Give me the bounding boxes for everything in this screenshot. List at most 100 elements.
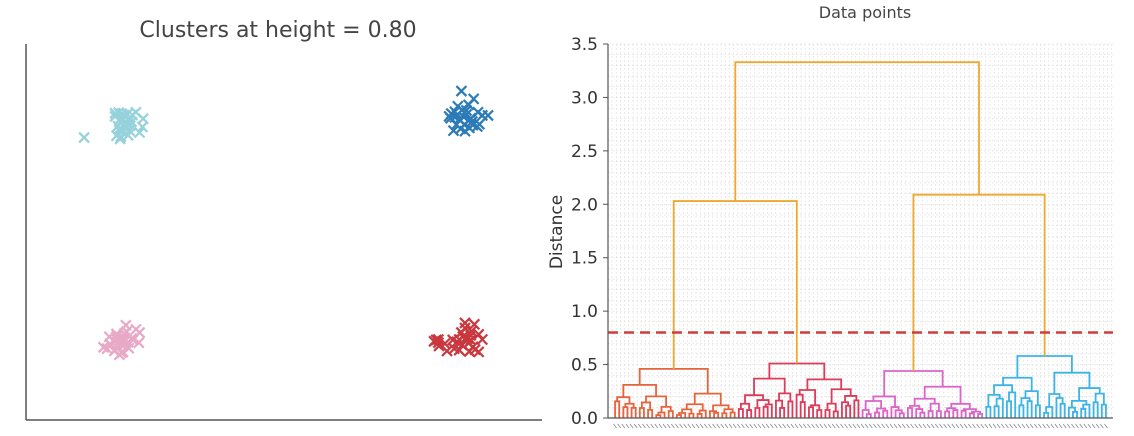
- scatter-point: [120, 117, 133, 129]
- scatter-point: [460, 104, 473, 117]
- leaf-label: [670, 423, 675, 429]
- leaf-label: [1054, 423, 1059, 429]
- leaf-label: [757, 423, 762, 429]
- leaf-label: [749, 423, 754, 429]
- leaf-label: [848, 423, 853, 429]
- leaf-label: [732, 423, 737, 429]
- y-tick-label: 1.0: [571, 302, 598, 322]
- dendrogram-link: [816, 409, 823, 418]
- dendrogram-link: [709, 410, 718, 418]
- leaf-label: [769, 423, 774, 429]
- scatter-point: [101, 342, 113, 355]
- dendrogram-link: [987, 393, 1001, 407]
- dendrogram-link: [744, 394, 764, 404]
- leaf-label: [708, 423, 712, 429]
- scatter-point: [137, 112, 149, 125]
- leaf-label: [1017, 423, 1022, 429]
- dendrogram-link: [841, 401, 850, 418]
- dendrogram-link: [647, 409, 654, 418]
- scatter-point: [133, 336, 145, 349]
- scatter-point: [78, 131, 90, 144]
- dendrogram-y-ticks: 0.0 0.5 1.0 1.5 2.0 2.5 3.0 3.5: [571, 35, 608, 429]
- dendrogram-link: [927, 410, 934, 418]
- leaf-label: [897, 423, 902, 429]
- dendrogram-link: [1008, 391, 1017, 418]
- leaf-label: [778, 423, 782, 429]
- leaf-label: [1025, 423, 1030, 429]
- dendrogram-link: [1026, 400, 1033, 418]
- dendrogram-link: [826, 402, 837, 412]
- leaf-label: [835, 423, 840, 429]
- leaf-label: [1104, 423, 1108, 429]
- leaf-label: [844, 423, 848, 429]
- leaf-label: [864, 423, 869, 429]
- scatter-point: [447, 124, 460, 137]
- leaf-label: [1062, 423, 1067, 429]
- dendrogram-link: [944, 410, 951, 418]
- leaf-label: [955, 423, 960, 429]
- leaf-label: [736, 423, 741, 429]
- dendrogram-link: [734, 61, 980, 202]
- dendrogram-link: [806, 378, 843, 391]
- scatter-point: [482, 109, 494, 122]
- leaf-label: [815, 423, 820, 429]
- scatter-point: [463, 345, 476, 358]
- leaf-label: [885, 423, 890, 429]
- y-tick-label: 3.5: [571, 35, 598, 55]
- leaf-label: [967, 423, 972, 429]
- leaf-label: [802, 423, 807, 429]
- dendrogram-link: [935, 410, 942, 418]
- scatter-point: [472, 346, 485, 358]
- dendrogram-link: [1006, 400, 1012, 418]
- dendrogram-link: [985, 406, 992, 418]
- dendrogram-link: [1072, 410, 1078, 418]
- scatter-point: [109, 107, 121, 119]
- dendrogram-link: [762, 405, 769, 418]
- scatter-point: [446, 334, 459, 346]
- leaf-label: [633, 423, 638, 429]
- dendrogram-link: [808, 406, 814, 418]
- leaf-label: [1075, 423, 1079, 429]
- dendrogram-link: [645, 395, 668, 407]
- y-tick-label: 0.5: [571, 356, 598, 376]
- leaf-label: [753, 423, 758, 429]
- leaf-label: [790, 423, 795, 429]
- leaf-label: [716, 423, 721, 429]
- dendrogram-link: [688, 412, 695, 418]
- dendrogram-link: [1092, 401, 1099, 418]
- leaf-label: [877, 423, 881, 429]
- leaf-label: [984, 423, 989, 429]
- dendrogram-y-label: Distance: [547, 195, 567, 269]
- leaf-label: [910, 423, 914, 429]
- dendrogram-link: [622, 383, 657, 398]
- scatter-point: [473, 118, 486, 130]
- leaf-label: [1083, 423, 1088, 429]
- leaf-label: [658, 423, 663, 429]
- leaf-label: [782, 423, 787, 429]
- leaf-label: [868, 423, 873, 429]
- scatter-point: [433, 340, 445, 352]
- scatter-point: [464, 112, 477, 124]
- leaf-label: [621, 423, 626, 429]
- dendrogram-link: [1043, 411, 1050, 418]
- leaf-label: [794, 423, 799, 429]
- leaf-label: [720, 423, 725, 429]
- dendrogram-link: [993, 405, 1000, 418]
- leaf-label: [761, 423, 766, 429]
- leaf-label: [930, 423, 935, 429]
- dendrogram-links: [614, 61, 1107, 418]
- dendrogram-link: [1059, 402, 1066, 418]
- dendrogram-link: [746, 409, 753, 418]
- leaf-label: [901, 423, 906, 429]
- scatter-point: [116, 125, 129, 138]
- leaf-label: [939, 423, 943, 429]
- dendrogram-link: [913, 397, 936, 406]
- leaf-label: [654, 423, 659, 429]
- scatter-point: [449, 111, 461, 124]
- scatter-point: [97, 341, 110, 354]
- leaf-label: [1087, 423, 1092, 429]
- scatter-point: [476, 333, 489, 346]
- dendrogram-link: [787, 400, 794, 418]
- dendrogram-link: [844, 395, 858, 403]
- leaf-label: [1005, 423, 1009, 429]
